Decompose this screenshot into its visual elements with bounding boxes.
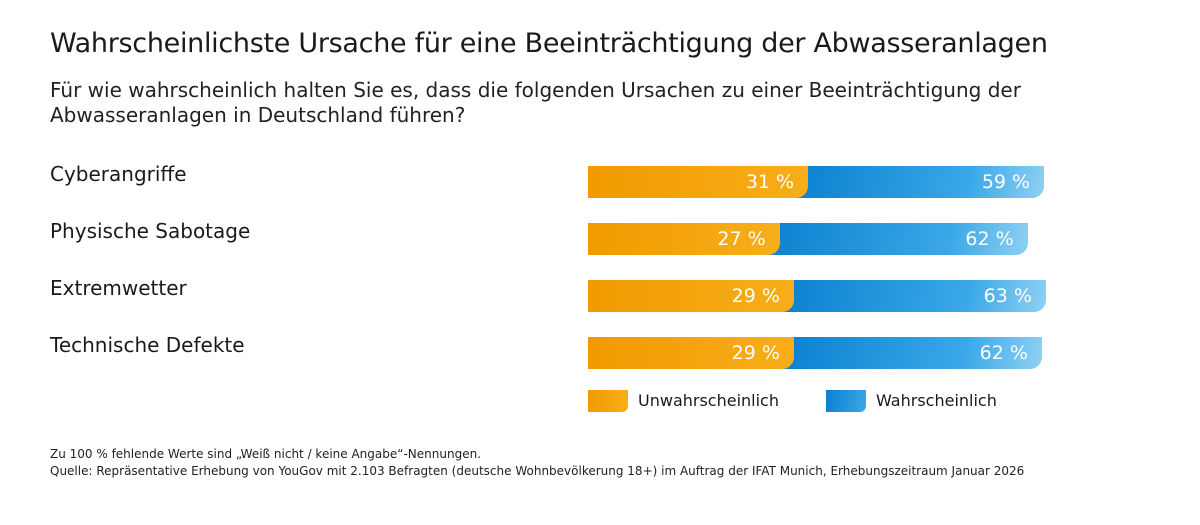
bar-wahrscheinlich: 63 %	[779, 280, 1046, 312]
source-note: Quelle: Repräsentative Erhebung von YouG…	[50, 464, 1025, 478]
legend-label: Wahrscheinlich	[876, 391, 997, 410]
category-label: Cyberangriffe	[50, 162, 187, 186]
bar-wahrscheinlich: 59 %	[794, 166, 1045, 198]
category-label: Extremwetter	[50, 276, 187, 300]
bar-unwahrscheinlich: 29 %	[588, 280, 794, 312]
chart-subtitle: Für wie wahrscheinlich halten Sie es, da…	[50, 78, 1021, 127]
category-label: Physische Sabotage	[50, 219, 251, 243]
category-label: Technische Defekte	[50, 333, 245, 357]
legend-swatch	[588, 390, 628, 412]
bar-unwahrscheinlich: 29 %	[588, 337, 794, 369]
bar-wahrscheinlich: 62 %	[779, 337, 1042, 369]
bar-wahrscheinlich: 62 %	[765, 223, 1028, 255]
chart-title: Wahrscheinlichste Ursache für eine Beein…	[50, 28, 1048, 59]
footnote: Zu 100 % fehlende Werte sind „Weiß nicht…	[50, 447, 482, 461]
legend-swatch	[826, 390, 866, 412]
legend-label: Unwahrscheinlich	[638, 391, 779, 410]
bar-unwahrscheinlich: 31 %	[588, 166, 809, 198]
bar-unwahrscheinlich: 27 %	[588, 223, 780, 255]
